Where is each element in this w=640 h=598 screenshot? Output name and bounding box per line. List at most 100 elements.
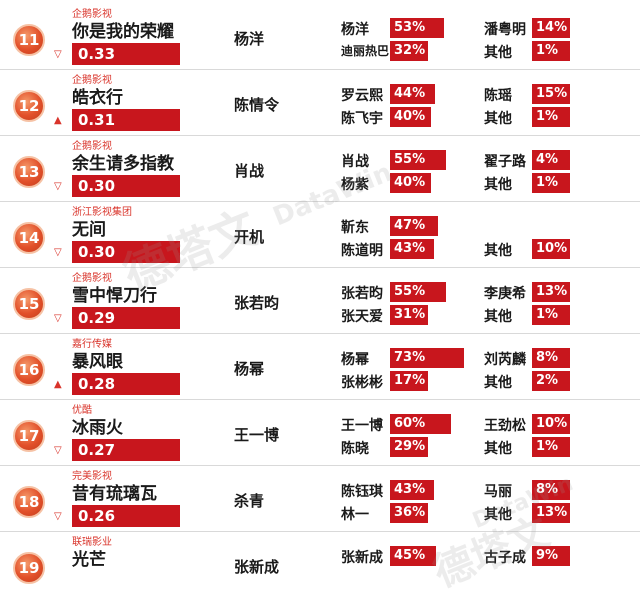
share-bar: 31% (390, 305, 428, 325)
score-bar: 0.30 (72, 241, 180, 263)
actor-name: 马丽 (484, 484, 512, 500)
lead-actor: 杀青 (234, 492, 265, 510)
share-bar: 60% (390, 414, 451, 434)
trend-down-icon: ▽ (54, 49, 62, 60)
share-bar: 8% (532, 348, 570, 368)
drama-title[interactable]: 雪中悍刀行 (72, 286, 157, 306)
actor-name: 杨幂 (341, 352, 369, 368)
score-bar: 0.30 (72, 175, 180, 197)
share-bar: 15% (532, 84, 570, 104)
lead-actor: 开机 (234, 228, 265, 246)
share-bar: 44% (390, 84, 435, 104)
lead-actor: 陈情令 (234, 96, 280, 114)
drama-title[interactable]: 光芒 (72, 550, 106, 570)
share-bar: 13% (532, 282, 570, 302)
share-bar: 14% (532, 18, 570, 38)
drama-title[interactable]: 昔有琉璃瓦 (72, 484, 157, 504)
company-name: 企鹅影视 (72, 9, 112, 20)
actor-name: 王劲松 (484, 418, 526, 434)
actor-name: 陈瑶 (484, 88, 512, 104)
company-name: 浙江影视集团 (72, 207, 132, 218)
share-bar: 10% (532, 239, 570, 259)
trend-up-icon: ▲ (54, 379, 62, 390)
actor-name: 罗云熙 (341, 88, 383, 104)
actor-name: 其他 (484, 111, 512, 127)
rank-badge: 17 (13, 420, 45, 452)
actor-name: 杨洋 (341, 22, 369, 38)
share-bar: 29% (390, 437, 428, 457)
drama-title[interactable]: 暴风眼 (72, 352, 123, 372)
drama-title[interactable]: 你是我的荣耀 (72, 22, 174, 42)
share-bar: 9% (532, 546, 570, 566)
share-bar: 45% (390, 546, 436, 566)
share-bar: 1% (532, 41, 570, 61)
share-bar: 43% (390, 239, 434, 259)
share-bar: 17% (390, 371, 428, 391)
actor-name: 潘粤明 (484, 22, 526, 38)
actor-name: 其他 (484, 375, 512, 391)
actor-name: 肖战 (341, 154, 369, 170)
actor-name: 张新成 (341, 550, 383, 566)
trend-down-icon: ▽ (54, 445, 62, 456)
drama-title[interactable]: 余生请多指教 (72, 154, 174, 174)
share-bar: 4% (532, 150, 570, 170)
actor-name: 李庚希 (484, 286, 526, 302)
lead-actor: 杨洋 (234, 30, 265, 48)
share-bar: 10% (532, 414, 570, 434)
actor-name: 其他 (484, 177, 512, 193)
actor-name: 其他 (484, 507, 512, 523)
actor-name: 古子成 (484, 550, 526, 566)
actor-name: 林一 (341, 507, 369, 523)
actor-name: 张若昀 (341, 286, 383, 302)
ranking-row: 19 联瑞影业 光芒 张新成 张新成 45% 古子成 9% (0, 532, 640, 584)
trend-down-icon: ▽ (54, 511, 62, 522)
share-bar: 40% (390, 107, 431, 127)
actor-name: 陈钰琪 (341, 484, 383, 500)
share-bar: 1% (532, 173, 570, 193)
actor-name: 陈道明 (341, 243, 383, 259)
company-name: 企鹅影视 (72, 273, 112, 284)
drama-title[interactable]: 冰雨火 (72, 418, 123, 438)
share-bar: 53% (390, 18, 444, 38)
ranking-row: 13 ▽ 企鹅影视 余生请多指教 0.30 肖战 肖战 55% 翟子路 4% 杨紫 40% 其他 1% (0, 136, 640, 202)
ranking-row: 17 ▽ 优酷 冰雨火 0.27 王一博 王一博 60% 王劲松 10% 陈晓 29% 其他 1% (0, 400, 640, 466)
actor-name: 靳东 (341, 220, 369, 236)
drama-title[interactable]: 皓衣行 (72, 88, 123, 108)
company-name: 嘉行传媒 (72, 339, 112, 350)
rank-badge: 12 (13, 90, 45, 122)
actor-name: 杨紫 (341, 177, 369, 193)
share-bar: 32% (390, 41, 428, 61)
company-name: 完美影视 (72, 471, 112, 482)
actor-name: 其他 (484, 45, 512, 61)
actor-name: 陈晓 (341, 441, 369, 457)
rank-badge: 11 (13, 24, 45, 56)
actor-name: 张彬彬 (341, 375, 383, 391)
actor-name: 其他 (484, 441, 512, 457)
trend-down-icon: ▽ (54, 247, 62, 258)
ranking-row: 16 ▲ 嘉行传媒 暴风眼 0.28 杨幂 杨幂 73% 刘芮麟 8% 张彬彬 17% 其他 2% (0, 334, 640, 400)
lead-actor: 张若昀 (234, 294, 280, 312)
share-bar: 36% (390, 503, 428, 523)
rank-badge: 15 (13, 288, 45, 320)
rank-badge: 13 (13, 156, 45, 188)
score-bar: 0.26 (72, 505, 180, 527)
actor-name: 张天爱 (341, 309, 383, 325)
share-bar: 55% (390, 150, 446, 170)
ranking-row: 14 ▽ 浙江影视集团 无间 0.30 开机 靳东 47% 陈道明 43% 其他 10% (0, 202, 640, 268)
trend-up-icon: ▲ (54, 115, 62, 126)
actor-name: 翟子路 (484, 154, 526, 170)
actor-name: 其他 (484, 309, 512, 325)
share-bar: 43% (390, 480, 434, 500)
share-bar: 40% (390, 173, 431, 193)
score-bar: 0.31 (72, 109, 180, 131)
ranking-row: 11 ▽ 企鹅影视 你是我的荣耀 0.33 杨洋 杨洋 53% 潘粤明 14% 迪丽热巴 32% 其他 1… (0, 4, 640, 70)
drama-title[interactable]: 无间 (72, 220, 106, 240)
share-bar: 8% (532, 480, 570, 500)
actor-name: 迪丽热巴 (341, 44, 390, 58)
score-bar: 0.28 (72, 373, 180, 395)
score-bar: 0.27 (72, 439, 180, 461)
lead-actor: 王一博 (234, 426, 280, 444)
share-bar: 73% (390, 348, 464, 368)
actor-name: 王一博 (341, 418, 383, 434)
lead-actor: 杨幂 (234, 360, 265, 378)
